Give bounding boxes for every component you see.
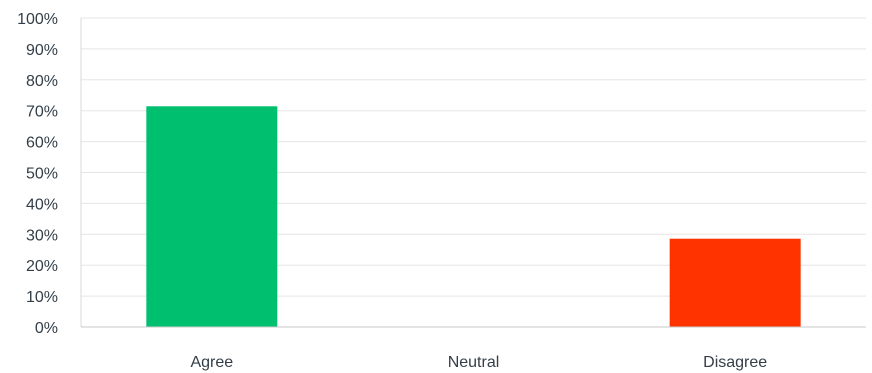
y-tick-label: 0%: [35, 320, 58, 337]
y-tick-label: 40%: [26, 196, 58, 213]
y-tick-label: 30%: [26, 227, 58, 244]
y-tick-label: 60%: [26, 135, 58, 152]
x-category-label: Neutral: [448, 354, 500, 371]
bars: [146, 106, 801, 327]
x-category-label: Disagree: [703, 354, 767, 371]
y-tick-label: 50%: [26, 166, 58, 183]
x-axis-category-labels: Agree Neutral Disagree: [190, 354, 767, 371]
y-tick-label: 90%: [26, 42, 58, 59]
y-axis-tick-labels: 0% 10% 20% 30% 40% 50% 60% 70% 80% 90% 100%: [17, 11, 58, 337]
y-tick-label: 10%: [26, 289, 58, 306]
bar-disagree: [669, 238, 801, 327]
y-tick-label: 70%: [26, 104, 58, 121]
x-category-label: Agree: [190, 354, 233, 371]
bar-agree: [146, 106, 278, 327]
y-tick-label: 80%: [26, 73, 58, 90]
y-tick-label: 100%: [17, 11, 58, 28]
y-tick-label: 20%: [26, 258, 58, 275]
